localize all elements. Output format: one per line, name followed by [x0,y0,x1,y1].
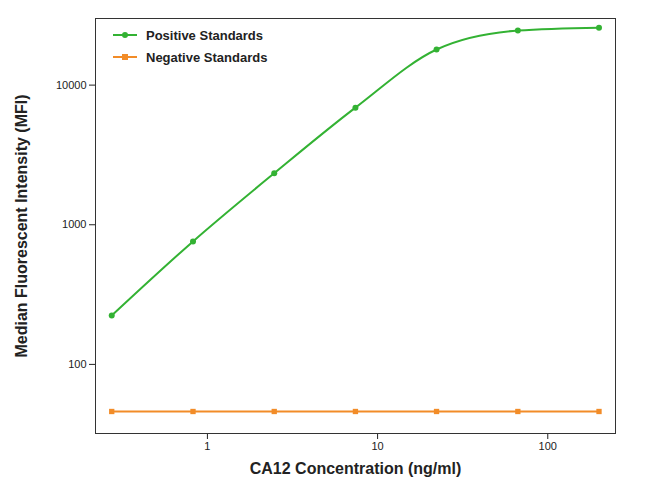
svg-text:1000: 1000 [62,218,86,230]
svg-text:100: 100 [539,440,557,452]
svg-text:CA12 Concentration (ng/ml): CA12 Concentration (ng/ml) [250,460,462,477]
svg-text:10: 10 [371,440,383,452]
svg-text:100: 100 [68,358,86,370]
html-text:Negative Standards: Negative Standards [146,49,268,65]
svg-text:10000: 10000 [56,79,87,91]
html-text:Positive Standards: Positive Standards [146,27,263,43]
svg-text:1: 1 [204,440,210,452]
svg-text:Median Fluorescent Intensity (: Median Fluorescent Intensity (MFI) [13,94,30,357]
